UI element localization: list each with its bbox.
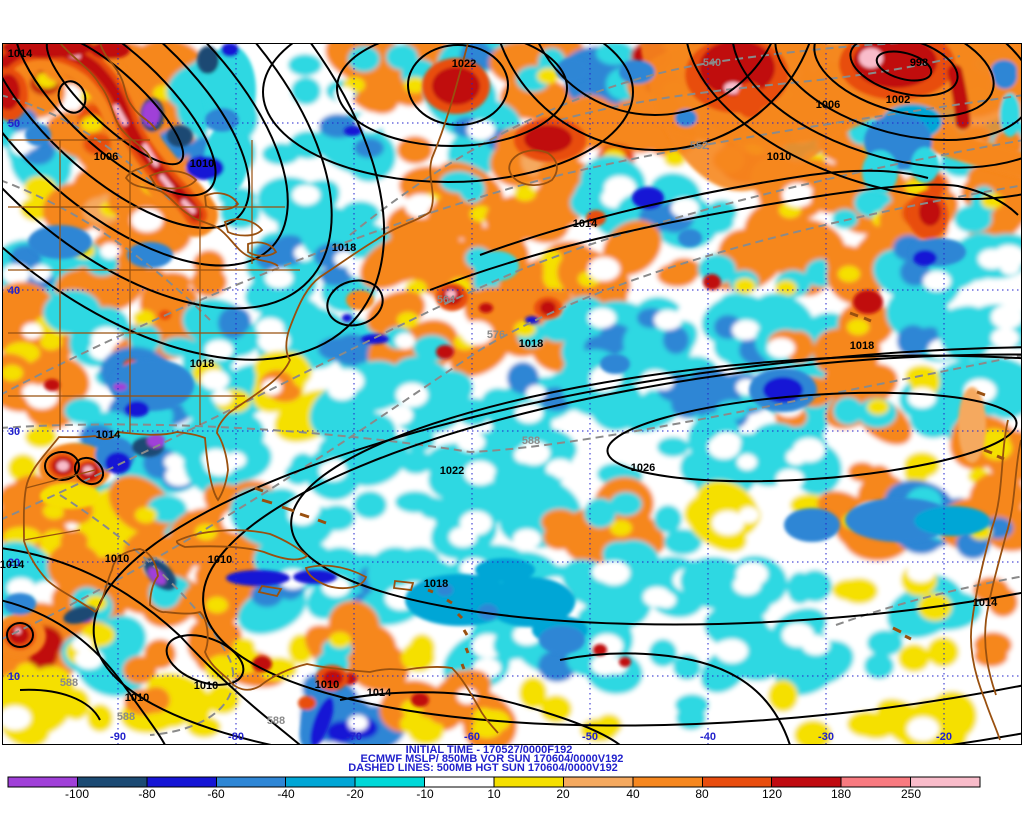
svg-text:-30: -30 xyxy=(818,731,834,743)
svg-text:-10: -10 xyxy=(416,787,434,801)
svg-text:1022: 1022 xyxy=(452,58,476,70)
svg-text:1026: 1026 xyxy=(631,462,655,474)
svg-text:998: 998 xyxy=(910,57,928,69)
svg-text:-60: -60 xyxy=(464,731,480,743)
svg-text:INITIAL TIME - 170527/0000F192: INITIAL TIME - 170527/0000F192 xyxy=(406,744,573,756)
svg-text:540: 540 xyxy=(703,57,721,69)
svg-text:50: 50 xyxy=(8,118,20,130)
svg-text:1018: 1018 xyxy=(332,242,356,254)
svg-text:1010: 1010 xyxy=(767,151,791,163)
svg-text:180: 180 xyxy=(831,787,851,801)
svg-text:588: 588 xyxy=(522,435,540,447)
svg-text:1010: 1010 xyxy=(190,158,214,170)
svg-text:-60: -60 xyxy=(207,787,225,801)
svg-text:30: 30 xyxy=(8,426,20,438)
svg-text:40: 40 xyxy=(626,787,640,801)
svg-text:1002: 1002 xyxy=(886,94,910,106)
svg-text:-50: -50 xyxy=(582,731,598,743)
svg-text:80: 80 xyxy=(695,787,709,801)
svg-text:1010: 1010 xyxy=(105,553,129,565)
svg-text:10: 10 xyxy=(8,671,20,683)
svg-text:1018: 1018 xyxy=(519,338,543,350)
svg-text:250: 250 xyxy=(901,787,921,801)
svg-text:1014: 1014 xyxy=(573,218,598,230)
svg-text:1006: 1006 xyxy=(816,99,840,111)
svg-text:-40: -40 xyxy=(277,787,295,801)
svg-text:588: 588 xyxy=(117,711,135,723)
svg-text:ECMWF MSLP/ 850MB VOR SUN 1706: ECMWF MSLP/ 850MB VOR SUN 170604/0000V19… xyxy=(361,753,624,765)
svg-text:1018: 1018 xyxy=(190,358,214,370)
svg-text:-100: -100 xyxy=(65,787,89,801)
svg-text:20: 20 xyxy=(556,787,570,801)
svg-text:1014: 1014 xyxy=(367,687,392,699)
svg-text:1022: 1022 xyxy=(440,465,464,477)
svg-text:564: 564 xyxy=(437,294,456,306)
svg-text:-90: -90 xyxy=(110,731,126,743)
svg-text:10: 10 xyxy=(487,787,501,801)
svg-text:-80: -80 xyxy=(138,787,156,801)
svg-text:20: 20 xyxy=(8,557,20,569)
svg-text:552: 552 xyxy=(690,140,708,152)
svg-text:1014: 1014 xyxy=(0,559,25,571)
svg-text:-20: -20 xyxy=(346,787,364,801)
svg-text:-70: -70 xyxy=(346,731,362,743)
svg-text:40: 40 xyxy=(8,285,20,297)
svg-text:1006: 1006 xyxy=(94,151,118,163)
svg-text:1010: 1010 xyxy=(208,554,232,566)
svg-text:1014: 1014 xyxy=(8,48,33,60)
svg-text:1014: 1014 xyxy=(96,429,121,441)
svg-text:-80: -80 xyxy=(228,731,244,743)
svg-text:576: 576 xyxy=(487,329,505,341)
svg-text:-20: -20 xyxy=(936,731,952,743)
svg-text:1010: 1010 xyxy=(194,680,218,692)
svg-text:1010: 1010 xyxy=(125,692,149,704)
svg-text:1018: 1018 xyxy=(850,340,874,352)
svg-text:DASHED LINES: 500MB HGT SUN 17: DASHED LINES: 500MB HGT SUN 170604/0000V… xyxy=(348,762,618,774)
svg-text:588: 588 xyxy=(60,677,78,689)
svg-text:1010: 1010 xyxy=(315,679,339,691)
svg-text:120: 120 xyxy=(762,787,782,801)
svg-text:1014: 1014 xyxy=(973,597,998,609)
svg-text:-40: -40 xyxy=(700,731,716,743)
svg-text:1018: 1018 xyxy=(424,578,448,590)
svg-text:588: 588 xyxy=(267,715,285,727)
